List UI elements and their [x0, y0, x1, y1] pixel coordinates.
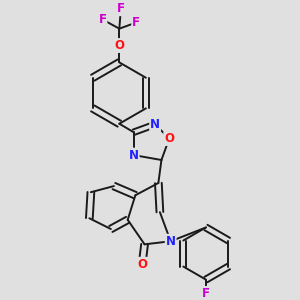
Text: N: N [150, 118, 160, 131]
Text: N: N [166, 235, 176, 248]
Text: F: F [117, 2, 125, 15]
Text: O: O [164, 132, 174, 145]
Text: O: O [114, 39, 124, 52]
Text: F: F [132, 16, 140, 29]
Text: O: O [137, 258, 147, 271]
Text: N: N [129, 148, 139, 162]
Text: F: F [202, 287, 210, 300]
Text: F: F [98, 13, 106, 26]
